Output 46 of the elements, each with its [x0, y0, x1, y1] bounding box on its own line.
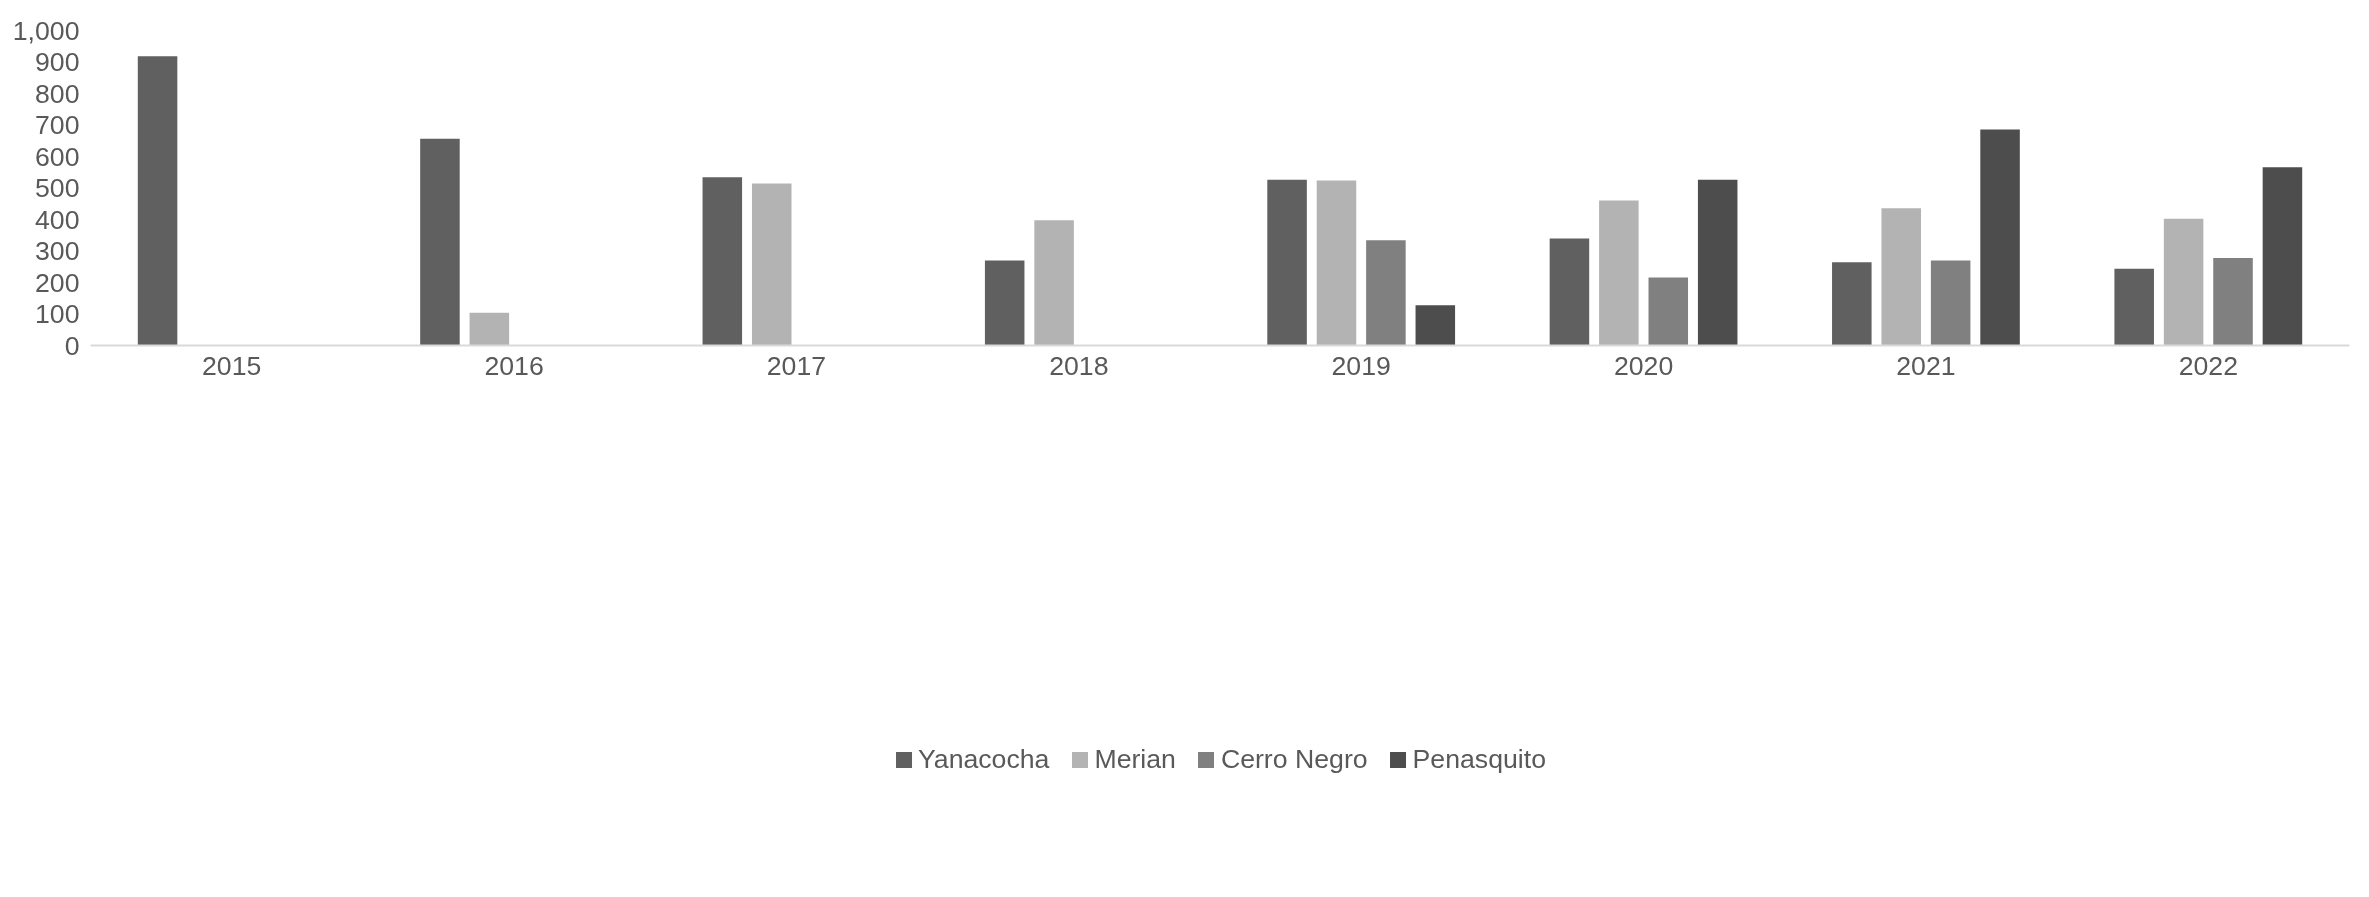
bar	[1980, 129, 2020, 346]
bar	[1316, 180, 1357, 346]
y-tick-label: 200	[35, 267, 80, 298]
bar	[702, 177, 743, 346]
bar	[1832, 262, 1872, 346]
y-tick-label: 1,000	[12, 15, 80, 46]
y-tick-label: 900	[35, 47, 80, 77]
y-tick-label: 300	[35, 236, 80, 266]
y-tick-label: 400	[35, 204, 80, 235]
x-tick-label: 2020	[1613, 350, 1674, 381]
legend-label: Penasquito	[1412, 743, 1546, 775]
y-tick-label: 100	[35, 299, 80, 329]
x-tick-label: 2019	[1331, 350, 1391, 381]
y-tick-label: 800	[35, 78, 80, 109]
bar	[2262, 167, 2303, 346]
bar	[984, 260, 1025, 346]
x-tick-label: 2021	[1896, 350, 1956, 381]
y-tick-label: 0	[64, 330, 80, 361]
legend-label: Cerro Negro	[1220, 743, 1368, 775]
bar	[2163, 218, 2204, 346]
x-tick-label: 2017	[766, 350, 827, 381]
bar	[2213, 257, 2253, 346]
bar	[2114, 268, 2154, 346]
bar	[1599, 200, 1639, 346]
bar	[137, 56, 178, 346]
x-tick-label: 2015	[202, 350, 262, 381]
bar	[420, 138, 460, 346]
bar	[1697, 179, 1738, 346]
bar	[469, 312, 510, 346]
y-tick-label: 700	[35, 110, 80, 140]
bar	[1267, 179, 1307, 346]
bar	[1366, 240, 1406, 346]
legend-label: Merian	[1094, 743, 1176, 775]
x-tick-label: 2022	[2178, 350, 2238, 381]
bar	[751, 183, 792, 346]
bar	[1034, 220, 1074, 346]
x-tick-label: 2018	[1049, 350, 1109, 381]
bar	[1648, 277, 1689, 346]
x-tick-label: 2016	[484, 350, 544, 381]
bar	[1881, 208, 1921, 346]
y-tick-label: 600	[35, 141, 80, 172]
bar	[1549, 238, 1590, 346]
bar	[1930, 260, 1971, 346]
bar	[1415, 305, 1456, 346]
y-tick-label: 500	[35, 173, 80, 203]
legend-label: Yanacocha	[918, 743, 1050, 775]
